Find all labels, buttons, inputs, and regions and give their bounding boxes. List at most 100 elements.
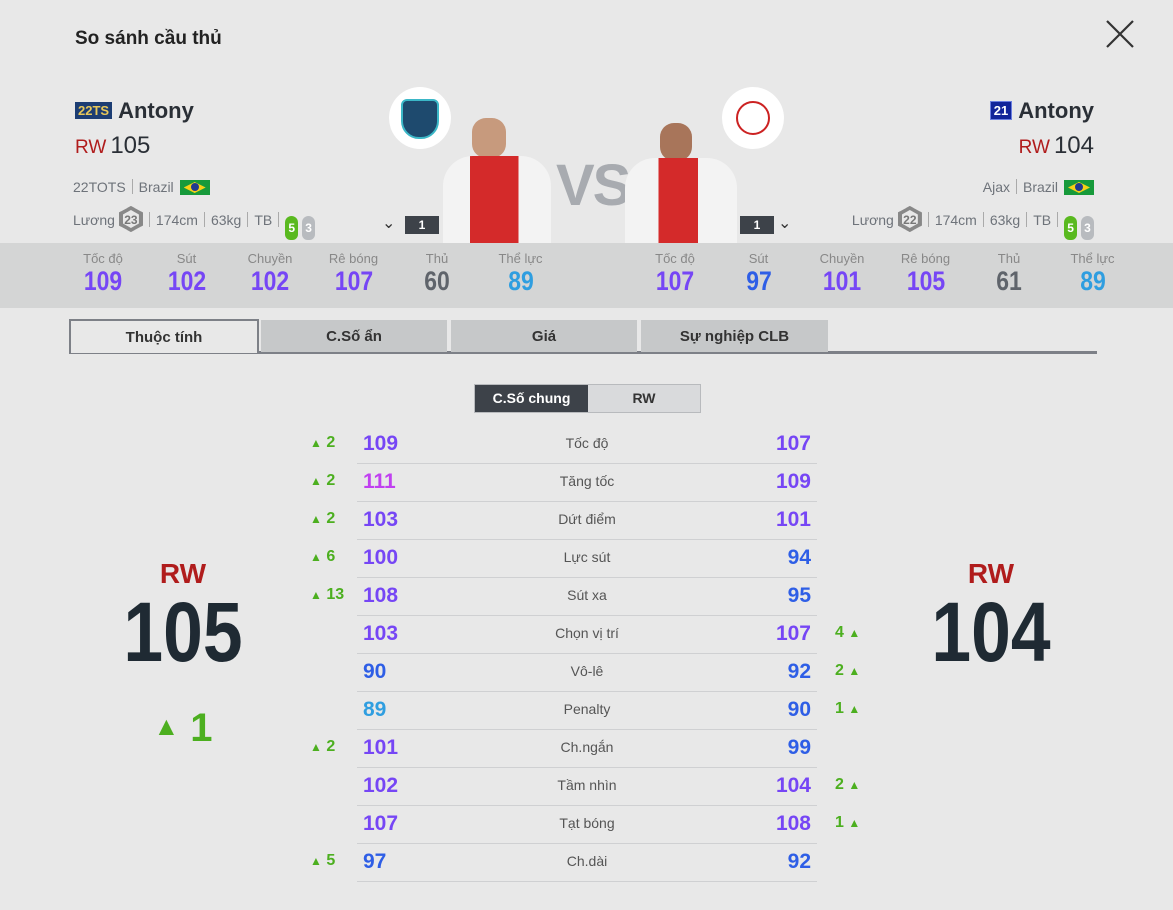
- right-value: 90: [787, 698, 811, 721]
- salary-hex-icon: 22: [897, 206, 922, 232]
- up-arrow-icon: ▲: [848, 816, 861, 830]
- ajax-club-logo: [722, 87, 784, 149]
- attribute-row: 111 Tăng tốc 109: [357, 464, 817, 502]
- stat-value: 109: [83, 266, 123, 296]
- brazil-flag-icon: [1064, 180, 1094, 195]
- stat-value: 107: [655, 266, 695, 296]
- attribute-name: Chọn vị trí: [555, 625, 619, 641]
- right-club-line: Ajax Brazil: [983, 179, 1094, 195]
- attribute-row: 90 Vô-lê 92: [357, 654, 817, 692]
- right-position-ovr: RW 104: [1018, 132, 1094, 159]
- up-arrow-icon: ▲: [310, 550, 322, 564]
- stat-label: Tốc độ: [83, 251, 123, 266]
- brazil-flag-icon: [179, 180, 210, 195]
- stat-value: 105: [906, 266, 945, 296]
- left-value: 109: [363, 432, 399, 455]
- right-diff: 2 ▲: [835, 776, 861, 793]
- tots-club-logo: [389, 87, 451, 149]
- tab-hidden-stats[interactable]: C.Số ẩn: [261, 320, 447, 352]
- face-stat-right: Sút 97: [719, 251, 799, 297]
- attribute-name: Sút xa: [567, 587, 607, 603]
- stat-label: Rê bóng: [328, 251, 379, 266]
- right-value: 101: [775, 508, 811, 531]
- stat-value: 102: [167, 266, 206, 296]
- sub-tab-rw[interactable]: RW: [588, 385, 700, 412]
- right-value: 107: [775, 622, 811, 645]
- face-stat-left: Thể lực 89: [481, 251, 561, 297]
- left-value: 107: [363, 812, 399, 835]
- attribute-row: 101 Ch.ngắn 99: [357, 730, 817, 768]
- left-summary: RW 105: [123, 558, 243, 679]
- face-stats-band: Tốc độ 109 Sút 102 Chuyền 102 Rê bóng 107 Thủ 60 T…: [0, 243, 1173, 308]
- right-summary: RW 104: [931, 558, 1051, 679]
- stat-value: 101: [822, 266, 862, 296]
- attribute-name: Tăng tốc: [559, 473, 615, 489]
- stat-label: Sút: [748, 251, 769, 266]
- right-value: 108: [775, 812, 811, 835]
- stat-label: Sút: [176, 251, 197, 266]
- attribute-name: Dứt điểm: [558, 511, 616, 527]
- left-value: 102: [363, 774, 399, 797]
- up-arrow-icon: ▲: [848, 702, 861, 716]
- up-arrow-icon: ▲: [310, 588, 322, 602]
- up-arrow-icon: ▲: [310, 740, 322, 754]
- right-diff: 2 ▲: [835, 662, 861, 679]
- attribute-row: 103 Dứt điểm 101: [357, 502, 817, 540]
- attribute-row: 103 Chọn vị trí 107: [357, 616, 817, 654]
- right-info-line: Lương 22 174cm 63kg TB 5 3: [852, 206, 1094, 240]
- right-value: 104: [775, 774, 811, 797]
- left-value: 101: [363, 736, 399, 759]
- face-stat-left: Thủ 60: [397, 251, 477, 297]
- right-diff: 1 ▲: [835, 814, 861, 831]
- stat-value: 102: [250, 266, 290, 296]
- right-level-badge[interactable]: 1: [740, 216, 774, 234]
- stat-label: Thể lực: [498, 251, 543, 266]
- face-stat-right: Thể lực 89: [1053, 251, 1133, 297]
- right-value: 109: [775, 470, 811, 493]
- stat-value: 97: [745, 266, 772, 296]
- up-arrow-icon: ▲: [310, 436, 322, 450]
- left-level-badge[interactable]: 1: [405, 216, 439, 234]
- tab-club-career[interactable]: Sự nghiệp CLB: [641, 320, 828, 352]
- up-arrow-icon: ▲: [310, 512, 322, 526]
- stat-label: Thể lực: [1070, 251, 1115, 266]
- face-stat-left: Sút 102: [147, 251, 227, 297]
- right-value: 107: [775, 432, 811, 455]
- left-position-ovr: RW 105: [75, 132, 151, 159]
- vs-label: VS: [556, 153, 631, 218]
- attribute-row: 89 Penalty 90: [357, 692, 817, 730]
- stat-value: 60: [424, 266, 450, 296]
- attribute-row: 108 Sút xa 95: [357, 578, 817, 616]
- attribute-name: Tạt bóng: [559, 815, 615, 831]
- stat-label: Tốc độ: [655, 251, 695, 266]
- left-value: 108: [363, 584, 399, 607]
- stat-value: 89: [507, 266, 534, 296]
- season-badge: 21: [989, 101, 1013, 120]
- up-arrow-icon: ▲: [310, 854, 322, 868]
- attribute-name: Penalty: [563, 701, 611, 717]
- right-diff: 4 ▲: [835, 624, 861, 641]
- tab-attributes[interactable]: Thuộc tính: [69, 319, 259, 353]
- up-arrow-icon: ▲: [848, 778, 861, 792]
- left-value: 111: [363, 470, 396, 493]
- up-arrow-icon: ▲: [848, 626, 861, 640]
- sub-tab-general[interactable]: C.Số chung: [475, 385, 588, 412]
- skill-foot-icon: 3: [302, 216, 316, 240]
- skill-foot-icon: 3: [1081, 216, 1094, 240]
- page-title: So sánh cầu thủ: [75, 28, 222, 49]
- up-arrow-icon: ▲: [310, 474, 322, 488]
- tab-price[interactable]: Giá: [451, 320, 637, 352]
- right-player-name: 21 Antony: [989, 98, 1094, 124]
- chevron-down-icon[interactable]: ⌄: [382, 215, 396, 232]
- left-player-name: 22TS Antony: [75, 98, 194, 124]
- right-diff: 1 ▲: [835, 700, 861, 717]
- stat-label: Chuyền: [247, 251, 293, 266]
- up-arrow-icon: ▲: [153, 711, 180, 741]
- chevron-down-icon[interactable]: ⌄: [778, 215, 792, 232]
- right-value: 95: [787, 584, 811, 607]
- attribute-name: Ch.dài: [566, 853, 608, 869]
- left-diff: ▲ 2: [310, 510, 336, 527]
- sub-tab-toggle: C.Số chung RW: [474, 384, 701, 413]
- weak-foot-icon: 5: [1064, 216, 1078, 240]
- close-icon[interactable]: [1104, 18, 1136, 50]
